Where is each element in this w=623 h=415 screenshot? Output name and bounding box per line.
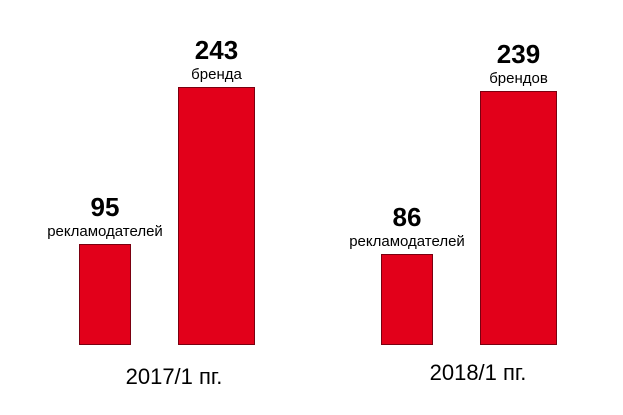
bar-unit-label: рекламодателей (47, 223, 163, 241)
bar (480, 91, 557, 345)
bar-value-label: 243 (194, 35, 239, 65)
bar-value-label: 86 (392, 201, 422, 232)
bar-unit-label: бренда (191, 66, 242, 83)
category-label: 2017/1 пг. (125, 364, 223, 389)
bar-value-label: 239 (496, 39, 541, 70)
bar (178, 87, 255, 345)
bar-unit-label: рекламодателей (349, 232, 465, 250)
bar (381, 253, 433, 345)
bar-value-label: 95 (90, 192, 120, 223)
category-label: 2018/1 пг. (429, 360, 527, 385)
bar-unit-label: брендов (489, 70, 548, 88)
bar (79, 244, 131, 345)
